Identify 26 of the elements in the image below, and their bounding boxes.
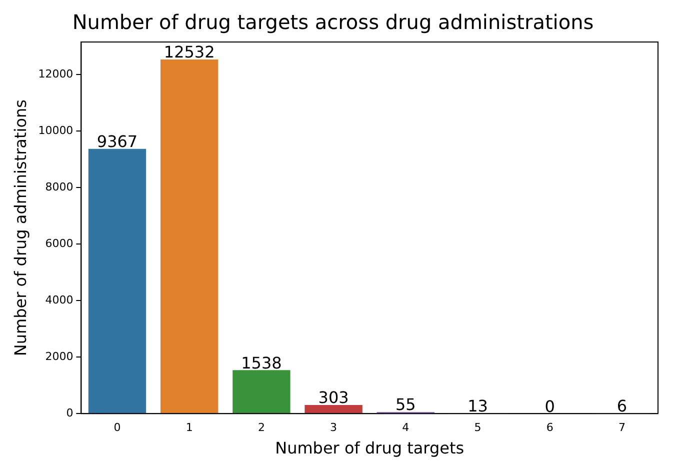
data-label: 9367 <box>96 132 138 152</box>
x-tick-label: 0 <box>114 421 121 434</box>
data-label: 1538 <box>241 353 282 372</box>
x-tick-label: 3 <box>330 421 338 434</box>
x-tick-label: 7 <box>618 421 626 434</box>
x-tick-label: 5 <box>474 421 482 434</box>
x-axis-title: Number of drug targets <box>275 438 464 458</box>
x-tick-label: 1 <box>186 421 193 434</box>
chart-title: Number of drug targets across drug administrations <box>72 10 594 34</box>
data-label: 0 <box>544 396 555 416</box>
data-label: 6 <box>616 396 628 416</box>
data-label: 13 <box>468 396 488 416</box>
data-label: 12532 <box>164 42 215 62</box>
y-tick-label: 10000 <box>38 124 74 137</box>
y-tick-label: 6000 <box>45 236 74 250</box>
x-tick-label: 4 <box>402 421 410 434</box>
y-tick-label: 8000 <box>45 180 74 194</box>
x-tick-label: 6 <box>546 421 554 434</box>
data-label: 303 <box>318 388 349 408</box>
y-tick-label: 12000 <box>38 67 74 80</box>
x-tick-label: 2 <box>258 421 265 434</box>
y-tick-label: 4000 <box>45 293 74 306</box>
y-axis-title: Number of drug administrations <box>10 100 30 356</box>
y-tick-label: 2000 <box>45 350 74 363</box>
data-label: 55 <box>395 395 416 414</box>
y-tick-label: 0 <box>66 406 74 420</box>
